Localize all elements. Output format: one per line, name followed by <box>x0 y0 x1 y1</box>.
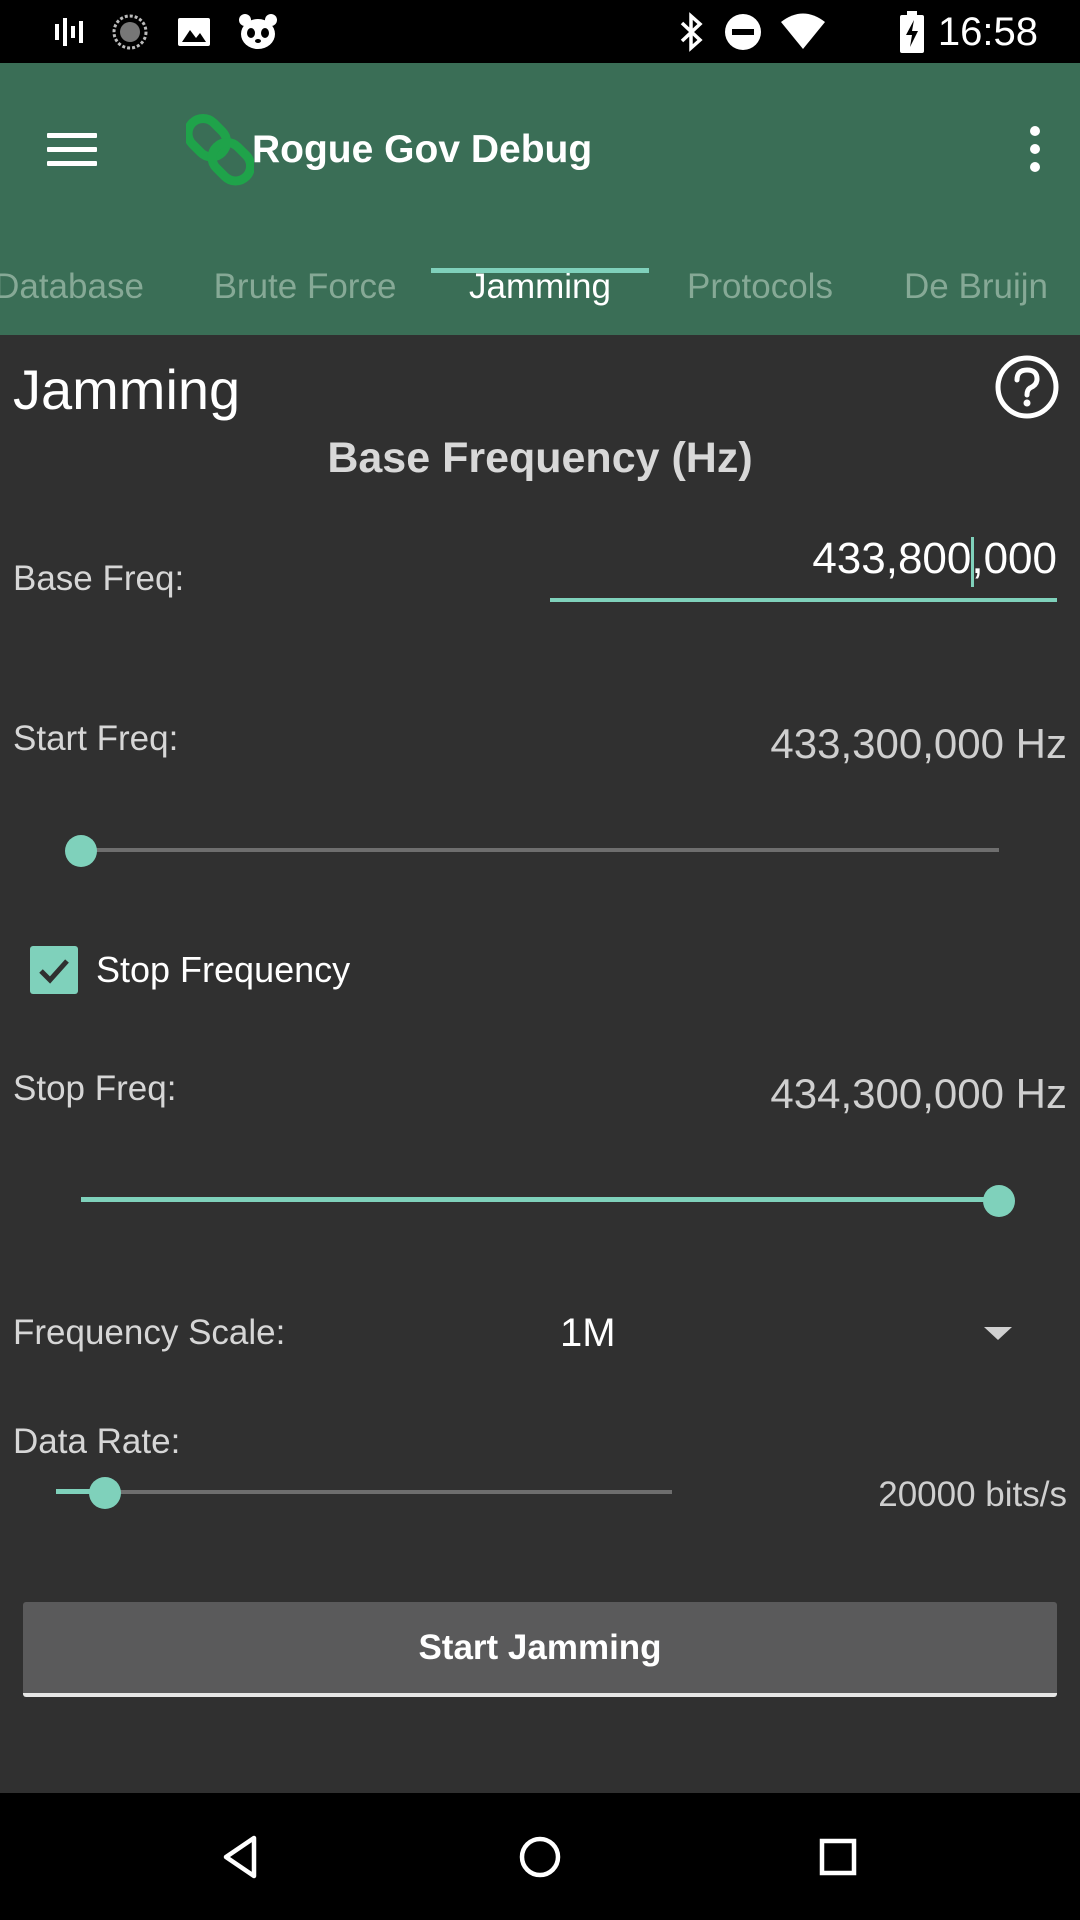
start-freq-slider[interactable] <box>65 835 999 867</box>
slider-fill <box>81 1197 999 1202</box>
stop-frequency-checkbox[interactable] <box>30 946 78 994</box>
recents-icon[interactable] <box>804 1823 872 1891</box>
slider-thumb[interactable] <box>983 1185 1015 1217</box>
page-title: Jamming <box>13 358 241 421</box>
status-bar: 16:58 <box>0 0 1080 63</box>
slider-thumb[interactable] <box>65 835 97 867</box>
data-rate-value: 20000 bits/s <box>878 1475 1067 1514</box>
wifi-icon <box>780 12 826 52</box>
menu-icon[interactable] <box>40 117 104 181</box>
back-icon[interactable] <box>207 1823 275 1891</box>
data-rate-label: Data Rate: <box>13 1422 181 1461</box>
chain-link-icon <box>183 101 256 197</box>
stop-freq-value: 434,300,000 Hz <box>770 1070 1067 1117</box>
slider-fill <box>56 1489 105 1494</box>
checkmark-icon <box>39 959 69 984</box>
base-freq-value: 433,800,000 <box>812 534 1057 583</box>
start-freq-value: 433,300,000 Hz <box>770 720 1067 767</box>
slider-track <box>56 1490 672 1494</box>
tab-bar: Database Brute Force Jamming Protocols D… <box>0 245 1080 335</box>
overflow-menu-icon[interactable] <box>1010 113 1060 185</box>
image-icon <box>174 12 214 52</box>
stop-freq-slider[interactable] <box>81 1185 1015 1217</box>
data-rate-slider[interactable] <box>56 1477 672 1509</box>
tab-indicator <box>431 268 649 273</box>
text-caret <box>971 537 974 587</box>
stop-frequency-label: Stop Frequency <box>96 949 351 990</box>
navigation-bar <box>0 1793 1080 1920</box>
tab-brute-force[interactable]: Brute Force <box>213 267 397 306</box>
tab-jamming[interactable]: Jamming <box>469 267 611 306</box>
help-icon[interactable] <box>995 355 1059 419</box>
section-title: Base Frequency (Hz) <box>327 434 753 482</box>
slider-thumb[interactable] <box>89 1477 121 1509</box>
base-freq-label: Base Freq: <box>13 559 185 598</box>
input-underline <box>550 598 1057 602</box>
stop-frequency-checkbox-row[interactable]: Stop Frequency <box>30 943 350 997</box>
frequency-scale-value: 1M <box>560 1311 616 1355</box>
app-title: Rogue Gov Debug <box>252 128 593 171</box>
home-icon[interactable] <box>506 1823 574 1891</box>
signal-bars-icon <box>50 12 90 52</box>
slider-track <box>81 848 999 852</box>
tab-protocols[interactable]: Protocols <box>687 267 833 306</box>
start-freq-label: Start Freq: <box>13 719 179 758</box>
battery-charging-icon <box>898 11 926 53</box>
base-freq-input[interactable]: 433,800,000 <box>550 530 1057 602</box>
jamming-panel: Jamming Base Frequency (Hz) Base Freq: 4… <box>0 335 1080 1793</box>
do-not-disturb-icon <box>722 12 764 52</box>
start-jamming-button[interactable]: Start Jamming <box>23 1602 1057 1697</box>
bluetooth-icon <box>676 12 708 52</box>
dropdown-arrow-icon <box>984 1327 1012 1340</box>
app-bar: Rogue Gov Debug Database Brute Force Jam… <box>0 63 1080 335</box>
panda-icon <box>236 12 280 52</box>
status-time: 16:58 <box>937 10 1038 54</box>
sync-circle-icon <box>110 12 150 52</box>
tab-de-bruijn[interactable]: De Bruijn <box>904 267 1048 306</box>
tab-database[interactable]: Database <box>0 267 144 306</box>
stop-freq-label: Stop Freq: <box>13 1069 177 1108</box>
frequency-scale-dropdown[interactable]: 1M <box>560 1305 1020 1361</box>
frequency-scale-label: Frequency Scale: <box>13 1313 286 1352</box>
